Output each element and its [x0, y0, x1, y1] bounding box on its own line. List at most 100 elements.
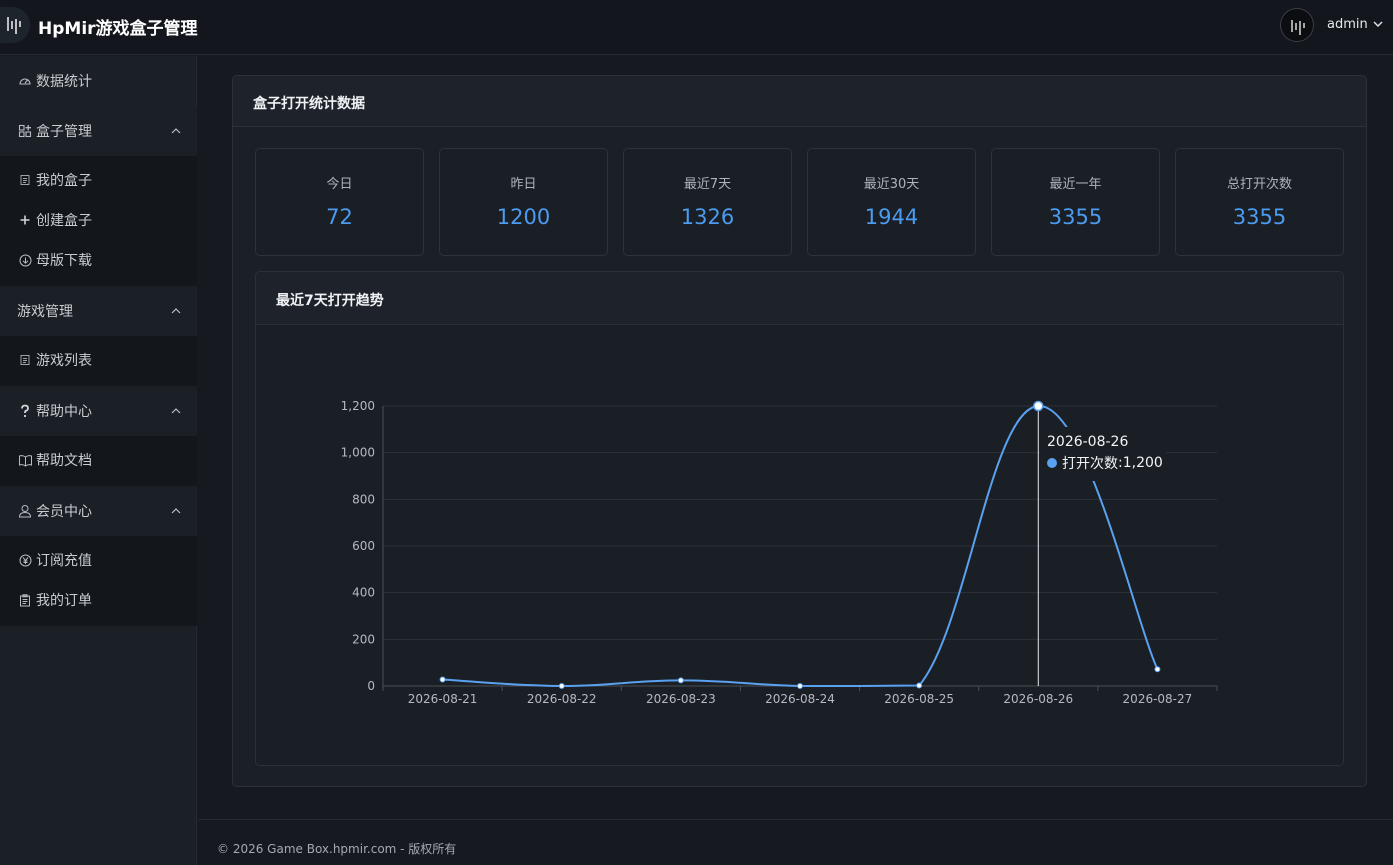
sidebar-submenu-game: 游戏列表: [0, 336, 197, 386]
sidebar-item-template-download[interactable]: 母版下载: [0, 240, 197, 280]
y-tick-label: 0: [367, 679, 375, 693]
sidebar-item-dashboard[interactable]: 数据统计: [0, 56, 197, 106]
sidebar-item-label: 我的盒子: [36, 173, 92, 189]
stat-value: 1326: [680, 205, 735, 229]
y-tick-label: 400: [352, 586, 375, 600]
chevron-up-icon[interactable]: [170, 125, 182, 137]
panel-title: 盒子打开统计数据: [253, 96, 365, 112]
stat-value: 1944: [864, 205, 919, 229]
sidebar-group-box-management[interactable]: 盒子管理: [0, 106, 197, 156]
sidebar-item-label: 数据统计: [36, 74, 92, 90]
sidebar-group-label: 盒子管理: [36, 124, 92, 140]
line-chart[interactable]: 0 200 400 600 800 1,000 1,200 2026-08-21 2026-08…: [256, 272, 1343, 765]
sidebar-group-game-management[interactable]: 游戏管理: [0, 286, 197, 336]
avatar[interactable]: [1280, 8, 1314, 42]
user-menu-name[interactable]: admin: [1327, 17, 1368, 32]
data-point: [558, 683, 565, 689]
sidebar-item-game-list[interactable]: 游戏列表: [0, 340, 197, 380]
stat-card-last-30-days: 最近30天 1944: [807, 148, 976, 256]
sidebar-group-label: 游戏管理: [17, 304, 73, 320]
y-tick-label: 200: [352, 632, 375, 646]
sidebar-submenu-box: 我的盒子 创建盒子 母版下载: [0, 156, 197, 286]
sidebar-group-label: 会员中心: [36, 504, 92, 520]
sidebar-item-label: 游戏列表: [36, 353, 92, 369]
series-dot-icon: [1047, 458, 1057, 468]
stat-label: 最近30天: [863, 177, 920, 192]
sidebar-item-help-docs[interactable]: 帮助文档: [0, 440, 197, 480]
data-point: [1154, 666, 1161, 673]
x-tick-label: 2026-08-22: [527, 692, 597, 706]
stat-value: 3355: [1048, 205, 1103, 229]
sidebar-group-member-center[interactable]: 会员中心: [0, 486, 197, 536]
x-tick-label: 2026-08-23: [646, 692, 716, 706]
stat-value: 72: [326, 205, 353, 229]
top-header: HpMir游戏盒子管理 admin: [0, 0, 1393, 55]
x-tick-label: 2026-08-25: [884, 692, 954, 706]
stat-label: 总打开次数: [1226, 177, 1292, 192]
stat-value: 3355: [1232, 205, 1287, 229]
sidebar-submenu-member: 订阅充值 我的订单: [0, 536, 197, 626]
data-point: [916, 682, 923, 689]
sidebar-submenu-help: 帮助文档: [0, 436, 197, 486]
sidebar-item-label: 帮助文档: [36, 453, 92, 469]
tooltip-series-label: 打开次数: [1062, 456, 1118, 472]
stat-card-today: 今日 72: [255, 148, 424, 256]
gauge-icon: [17, 73, 33, 89]
apps-icon: [17, 123, 33, 139]
trend-chart-card: 最近7天打开趋势 0 200 400 600 800 1,000 1,200 2026-08-…: [255, 271, 1344, 766]
sidebar: 数据统计 盒子管理 我的盒子 创建盒子 母版下载 游戏管理 游戏列表: [0, 56, 197, 865]
data-point: [439, 676, 446, 683]
sidebar-item-create-box[interactable]: 创建盒子: [0, 200, 197, 240]
user-icon: [17, 503, 33, 519]
sidebar-group-label: 帮助中心: [36, 404, 92, 420]
sidebar-item-label: 母版下载: [36, 253, 92, 269]
stat-label: 昨日: [510, 177, 537, 192]
chevron-down-icon[interactable]: [1372, 18, 1384, 30]
stat-card-last-year: 最近一年 3355: [991, 148, 1160, 256]
footer-copyright: © 2026 Game Box.hpmir.com - 版权所有: [217, 842, 457, 856]
document-icon: [17, 172, 33, 188]
stat-card-last-7-days: 最近7天 1326: [623, 148, 792, 256]
logo-icon[interactable]: [0, 7, 30, 43]
tooltip-category: 2026-08-26: [1047, 434, 1129, 450]
stat-label: 最近一年: [1049, 177, 1102, 192]
chevron-up-icon[interactable]: [170, 305, 182, 317]
stat-card-yesterday: 昨日 1200: [439, 148, 608, 256]
x-tick-label: 2026-08-26: [1003, 692, 1073, 706]
panel-header: 盒子打开统计数据: [233, 76, 1366, 127]
x-tick-label: 2026-08-27: [1123, 692, 1193, 706]
plus-icon: [17, 212, 33, 228]
tooltip-value: 1,200: [1122, 455, 1163, 471]
sidebar-item-label: 我的订单: [36, 593, 92, 609]
book-icon: [17, 452, 33, 468]
chart-header: 最近7天打开趋势: [256, 272, 1343, 325]
stats-panel: 盒子打开统计数据 今日 72 昨日 1200 最近7天 1326 最近30天 1…: [232, 75, 1367, 787]
sidebar-item-my-boxes[interactable]: 我的盒子: [0, 160, 197, 200]
x-tick-label: 2026-08-21: [408, 692, 478, 706]
sidebar-group-help-center[interactable]: 帮助中心: [0, 386, 197, 436]
chevron-up-icon[interactable]: [170, 505, 182, 517]
stat-card-total: 总打开次数 3355: [1175, 148, 1344, 256]
sidebar-item-subscription[interactable]: 订阅充值: [0, 540, 197, 580]
y-tick-label: 800: [352, 492, 375, 506]
y-tick-label: 1,200: [341, 399, 375, 413]
sidebar-item-label: 创建盒子: [36, 213, 92, 229]
yen-icon: [17, 552, 33, 568]
stat-label: 最近7天: [683, 177, 732, 192]
x-tick-label: 2026-08-24: [765, 692, 835, 706]
app-title[interactable]: HpMir游戏盒子管理: [38, 19, 198, 39]
y-tick-label: 600: [352, 539, 375, 553]
sidebar-item-my-orders[interactable]: 我的订单: [0, 580, 197, 620]
download-icon: [17, 252, 33, 268]
question-icon: [17, 403, 33, 419]
document-icon: [17, 352, 33, 368]
sidebar-item-label: 订阅充值: [36, 553, 92, 569]
chart-tooltip: 2026-08-26 打开次数: 1,200: [1040, 427, 1166, 481]
stat-label: 今日: [326, 177, 353, 192]
chart-title: 最近7天打开趋势: [276, 293, 384, 309]
data-point: [1033, 400, 1044, 412]
footer: © 2026 Game Box.hpmir.com - 版权所有: [198, 819, 1393, 865]
y-tick-label: 1,000: [341, 446, 375, 460]
chevron-up-icon[interactable]: [170, 405, 182, 417]
tooltip-separator: :: [1118, 455, 1123, 471]
